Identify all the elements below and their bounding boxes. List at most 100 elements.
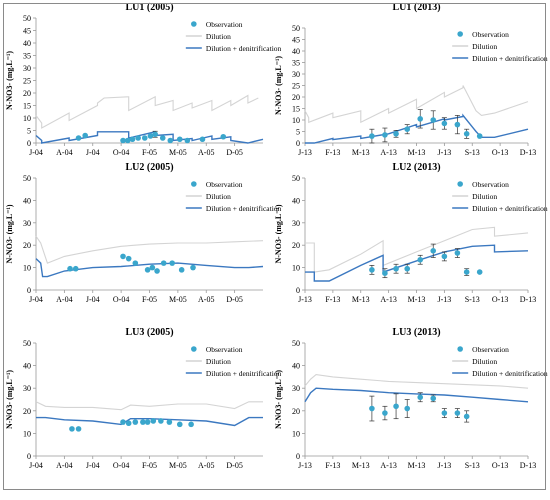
y-tick-label: 50: [292, 174, 300, 183]
observation-point: [129, 136, 136, 143]
observation-point: [441, 253, 448, 260]
x-tick-label: O-04: [113, 295, 129, 304]
series-line-dilution: [304, 85, 529, 124]
y-tick-label: 35: [292, 59, 300, 68]
x-tick-label: D-05: [226, 148, 242, 157]
observation-point: [141, 135, 148, 141]
y-tick-label: 30: [23, 219, 31, 228]
observation-point: [147, 133, 154, 139]
chart-panel-4: 0 10 20 30 40 50 J-13 F-13 M-13 A-13 M-13 J-13 S-13 O…: [274, 162, 548, 304]
observation-point: [154, 268, 160, 274]
legend-label: Dilution + denitrification: [206, 369, 282, 378]
observation-point: [176, 136, 183, 143]
y-tick-label: 20: [292, 241, 300, 250]
observation-point: [150, 418, 157, 424]
x-tick-label: F-13: [325, 148, 340, 157]
y-tick-label: 10: [292, 264, 300, 273]
observation-point: [120, 137, 126, 144]
x-tick-label: O-04: [113, 461, 129, 470]
y-tick-label: 20: [23, 241, 31, 250]
y-tick-label: 5: [296, 128, 300, 137]
chart-title: LU2 (2005): [125, 162, 173, 173]
observation-point: [120, 419, 126, 425]
y-tick-label: 5: [27, 127, 31, 136]
observation-point: [393, 265, 399, 272]
legend-label: Dilution: [206, 192, 231, 201]
x-tick-label: M-13: [352, 295, 370, 304]
y-tick-label: 0: [296, 452, 300, 461]
observation-point: [417, 256, 424, 263]
y-axis-label: N-NO3- (mg.L⁻¹): [5, 204, 14, 263]
observation-point: [463, 413, 470, 420]
observation-point: [220, 133, 227, 140]
observation-point: [135, 135, 141, 141]
observation-point: [169, 260, 175, 266]
observation-point: [441, 120, 448, 127]
y-axis-label: N-NO3- (mg.L⁻¹): [274, 204, 283, 263]
y-tick-label: 10: [292, 116, 300, 125]
x-tick-label: M-05: [169, 461, 187, 470]
legend-marker-observation: [457, 31, 463, 37]
observation-point: [476, 269, 483, 275]
x-tick-label: F-05: [142, 461, 157, 470]
observation-point: [454, 121, 461, 128]
observation-point: [82, 132, 88, 139]
x-tick-label: D-13: [520, 148, 536, 157]
legend-marker-observation: [191, 181, 197, 187]
observation-point: [67, 265, 73, 272]
chart-panel-5: 0 10 20 30 40 50 J-04 A-04 J-04 O-04 F-05 M-05 A-05 D…: [5, 327, 282, 470]
legend-label: Dilution: [206, 32, 231, 41]
observation-point: [75, 135, 82, 141]
x-tick-label: J-13: [298, 295, 312, 304]
x-tick-label: F-13: [325, 461, 340, 470]
x-tick-label: F-05: [142, 148, 157, 157]
legend-label: Observation: [206, 345, 243, 354]
y-tick-label: 25: [23, 77, 31, 86]
y-tick-label: 0: [27, 286, 31, 295]
y-tick-label: 45: [292, 36, 300, 45]
observation-point: [382, 270, 388, 277]
y-tick-label: 40: [292, 196, 300, 205]
legend-label: Dilution + denitrification: [472, 54, 548, 63]
legend-label: Dilution + denitrification: [472, 204, 548, 213]
series-line-dilution-denitrification: [36, 416, 263, 427]
x-tick-label: J-13: [437, 295, 451, 304]
legend-label: Dilution: [206, 357, 231, 366]
y-tick-label: 25: [292, 82, 300, 91]
chart-title: LU3 (2005): [125, 327, 173, 338]
x-tick-label: J-04: [29, 148, 43, 157]
observation-point: [393, 403, 399, 410]
observation-point: [124, 137, 131, 144]
x-tick-label: M-13: [408, 148, 426, 157]
x-tick-label: A-05: [198, 148, 214, 157]
x-tick-label: J-04: [86, 148, 100, 157]
observation-point: [160, 260, 167, 266]
series-line-dilution-denitrification: [304, 387, 529, 403]
y-tick-label: 40: [23, 196, 31, 205]
x-tick-label: O-04: [113, 148, 129, 157]
y-tick-label: 30: [292, 70, 300, 79]
series-line-dilution: [35, 235, 264, 264]
x-tick-label: S-13: [465, 295, 480, 304]
observation-point: [149, 264, 156, 271]
observation-point: [382, 410, 388, 416]
observation-point: [441, 410, 448, 416]
x-tick-label: M-05: [169, 295, 187, 304]
legend-marker-observation: [191, 21, 197, 27]
y-tick-label: 50: [23, 339, 31, 348]
series-line-dilution: [35, 401, 263, 411]
x-tick-label: A-13: [380, 148, 396, 157]
observation-point: [417, 116, 424, 122]
legend-marker-observation: [457, 346, 463, 352]
y-tick-label: 50: [23, 14, 31, 23]
y-tick-label: 50: [23, 174, 31, 183]
observation-point: [430, 248, 437, 254]
x-tick-label: J-04: [86, 461, 100, 470]
legend-label: Observation: [206, 180, 243, 189]
x-tick-label: O-13: [492, 461, 508, 470]
x-tick-label: J-13: [298, 461, 312, 470]
chart-title: LU2 (2013): [392, 162, 440, 173]
observation-point: [393, 131, 399, 137]
y-tick-label: 10: [23, 429, 31, 438]
chart-panel-3: 0 10 20 30 40 50 J-04 A-04 J-04 O-04 F-05 M-05 A-05 D…: [5, 162, 282, 304]
